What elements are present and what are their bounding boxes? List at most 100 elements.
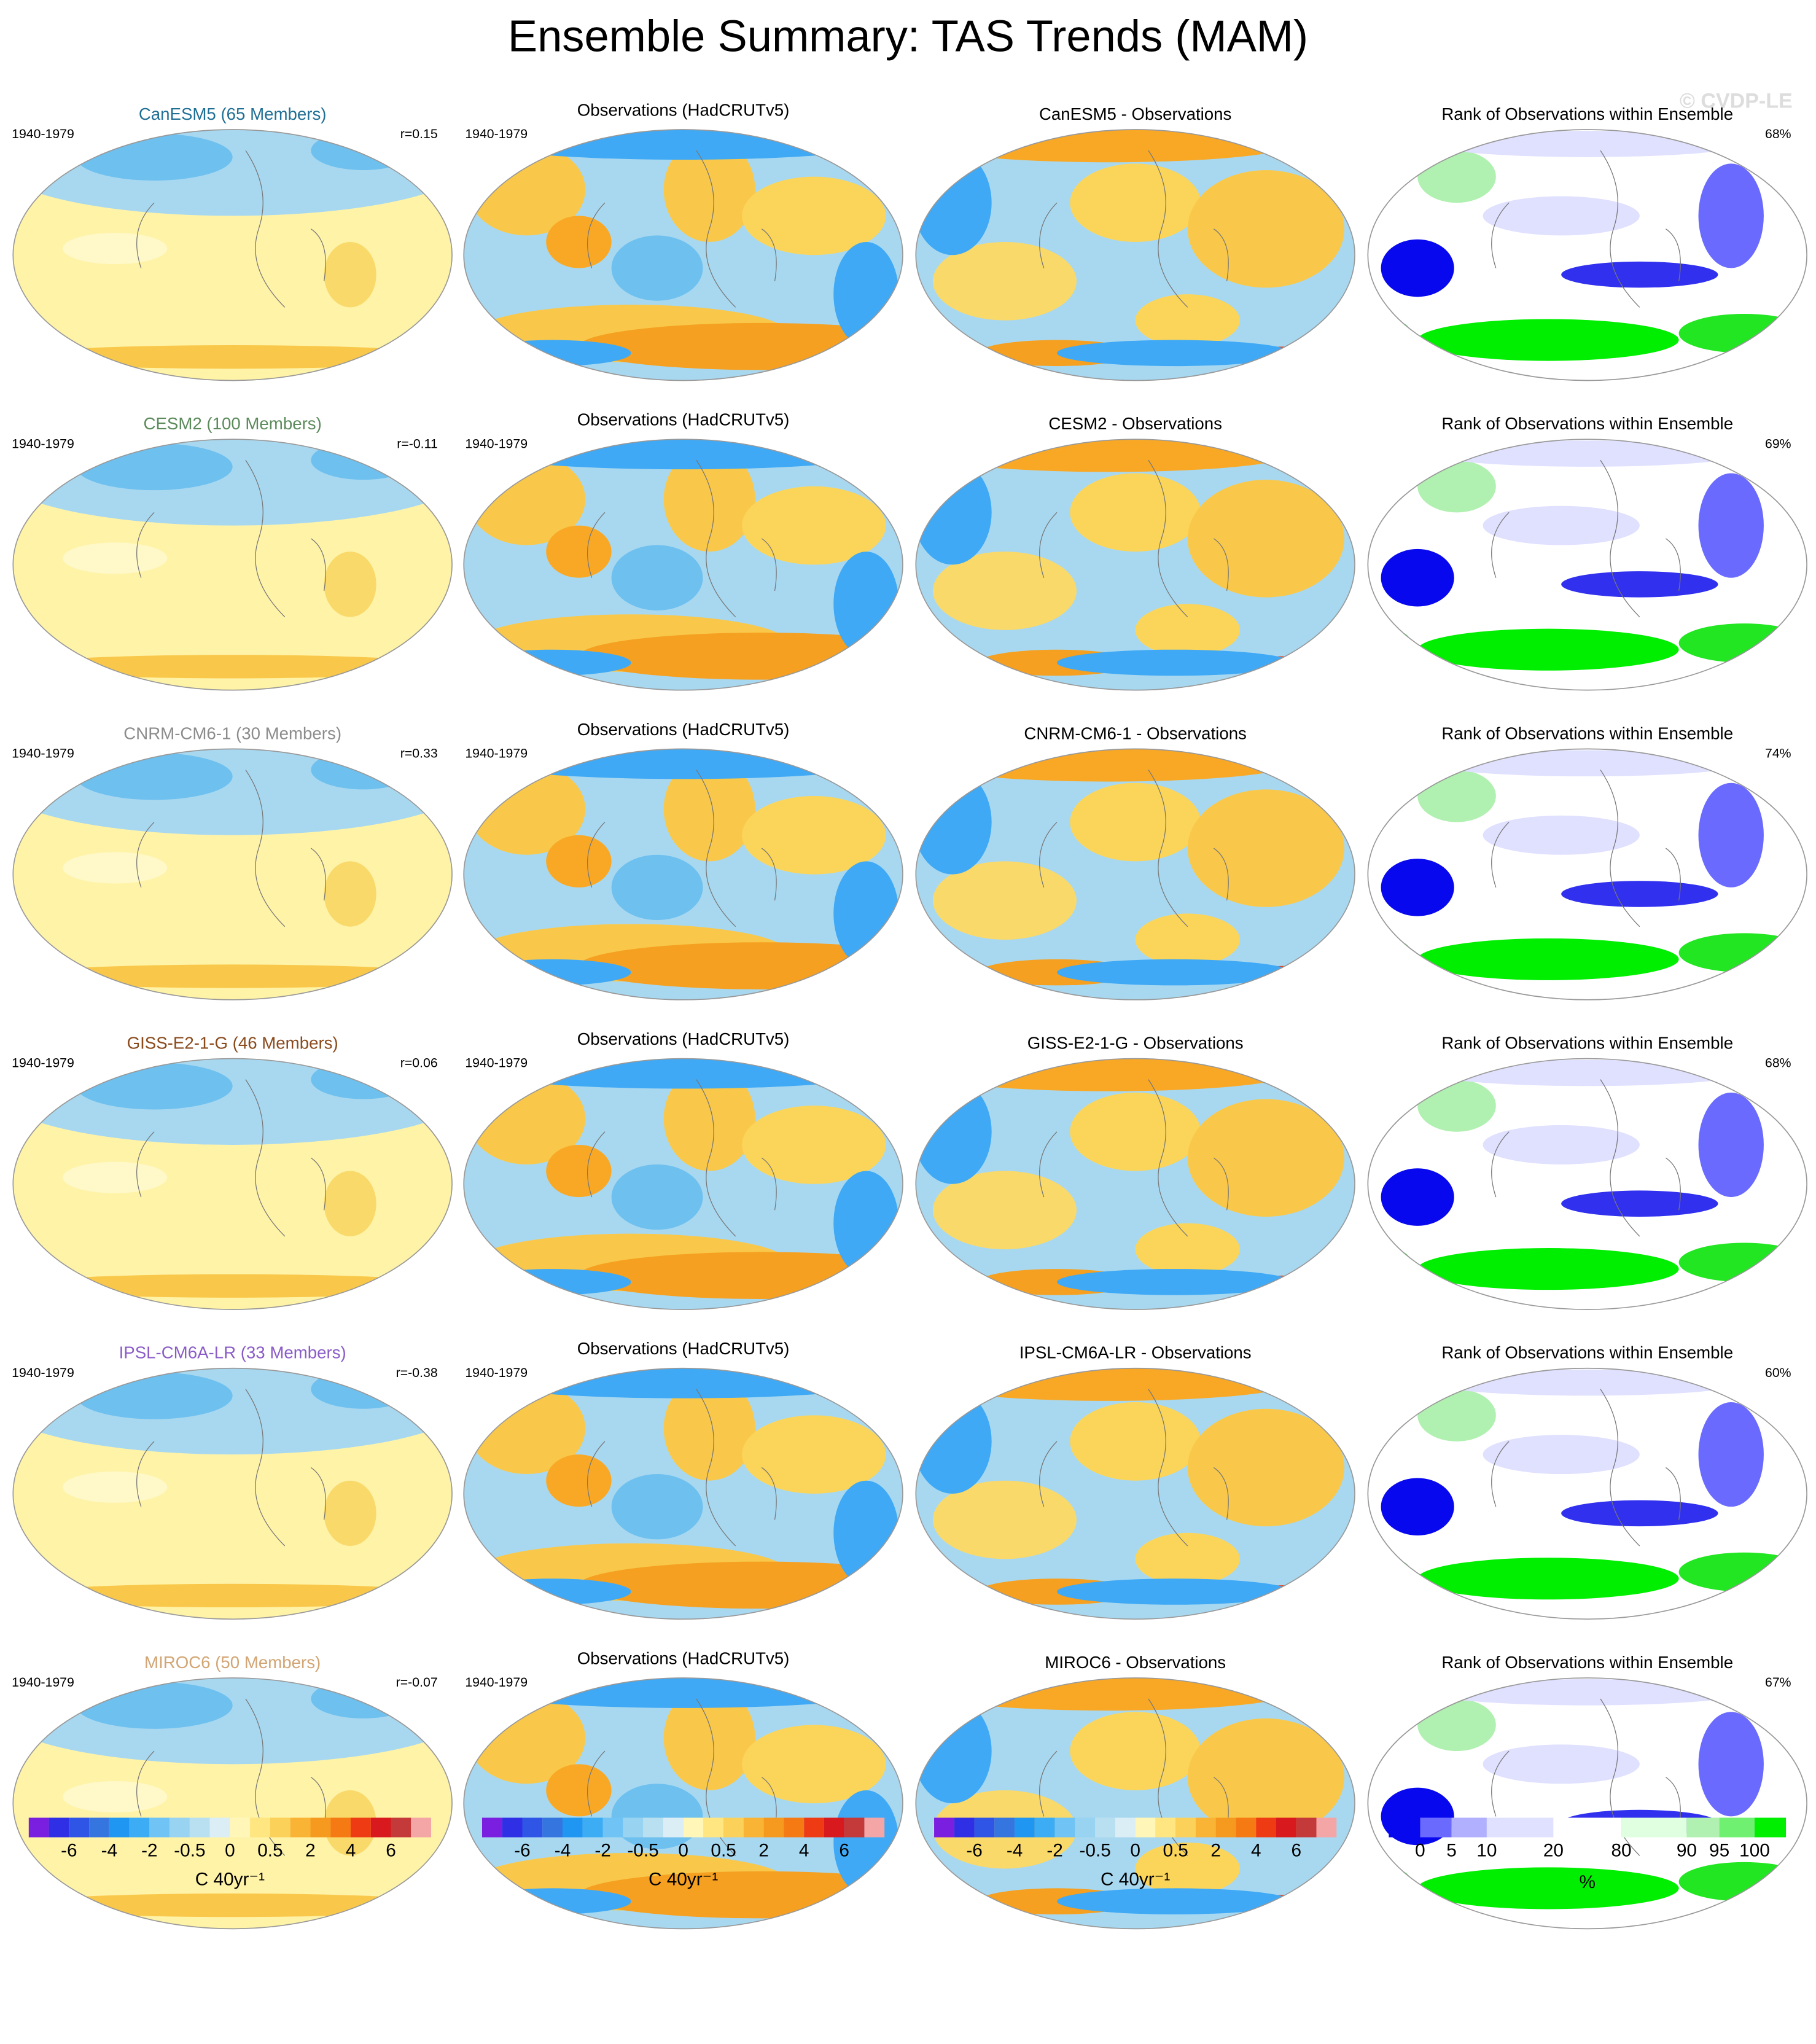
map-region <box>13 1274 453 1298</box>
colorbar-tick-label: -0.5 <box>1079 1841 1110 1861</box>
map-region <box>833 1480 899 1585</box>
map-region <box>1417 628 1679 671</box>
coastline <box>1491 459 1681 617</box>
map-region <box>1057 649 1292 676</box>
map-border <box>463 748 903 1001</box>
panel-title: CanESM5 (65 Members) <box>139 104 327 123</box>
period-label: 1940-1979 <box>465 436 528 451</box>
colorbar-tick-label: 4 <box>1251 1841 1261 1861</box>
period-label: 1940-1979 <box>465 746 528 761</box>
map-region <box>579 942 903 989</box>
colorbar-box <box>170 1817 190 1838</box>
coastline <box>1039 150 1229 308</box>
map-region <box>324 1480 376 1547</box>
colorbar-tick-label: -4 <box>555 1841 571 1861</box>
panel-title: IPSL-CM6A-LR (33 Members) <box>119 1343 346 1362</box>
map-region <box>1135 1223 1240 1276</box>
map-region <box>1371 1868 1411 1895</box>
map-region <box>1187 480 1345 598</box>
colorbar-box <box>1034 1817 1055 1838</box>
map-region <box>63 233 168 265</box>
map-region <box>63 1781 168 1813</box>
map-region <box>1678 1862 1807 1902</box>
map-region <box>1371 630 1411 657</box>
map-region <box>742 1725 886 1804</box>
map-region <box>742 176 886 256</box>
period-label: 1940-1979 <box>465 1365 528 1380</box>
map-panel <box>13 1368 453 1620</box>
period-label: 1940-1979 <box>465 1056 528 1071</box>
map-region <box>1417 1867 1679 1909</box>
colorbar-box <box>481 1817 502 1838</box>
colorbar-box <box>683 1817 704 1838</box>
panel-title: GISS-E2-1-G - Observations <box>1027 1033 1244 1052</box>
map-region <box>76 133 233 181</box>
map-panel <box>916 1368 1355 1620</box>
map-panel <box>916 1058 1355 1310</box>
map-region <box>1381 1168 1454 1226</box>
coastline <box>586 459 777 617</box>
colorbar-box <box>1155 1817 1176 1838</box>
colorbar-box <box>109 1817 130 1838</box>
map-panel <box>916 749 1355 1000</box>
map-region <box>13 1893 453 1917</box>
map-border <box>915 1367 1355 1620</box>
map-region <box>1371 939 1411 966</box>
coastline <box>1491 150 1681 308</box>
coastline <box>1491 1389 1681 1547</box>
map-region <box>1417 1389 1496 1441</box>
rank-percent: 67% <box>1765 1675 1791 1690</box>
map-region <box>663 447 755 552</box>
map-region <box>1070 1402 1201 1481</box>
map-border <box>12 439 453 691</box>
map-region <box>1678 933 1807 973</box>
map-panel <box>1368 1368 1807 1620</box>
colorbar-box <box>310 1817 331 1838</box>
colorbar-box <box>974 1817 995 1838</box>
colorbar-box <box>1135 1817 1156 1838</box>
colorbar-box <box>69 1817 90 1838</box>
map-region <box>76 443 233 491</box>
map-region <box>1135 294 1240 347</box>
map-region <box>579 322 903 370</box>
map-panel <box>916 130 1355 381</box>
coastline <box>1039 770 1229 927</box>
colorbar-box <box>230 1817 251 1838</box>
map-region <box>546 216 612 268</box>
colorbar-box <box>149 1817 170 1838</box>
colorbar-box <box>994 1817 1015 1838</box>
map-border <box>463 1367 903 1620</box>
colorbar-box <box>864 1817 885 1838</box>
panel-title: IPSL-CM6A-LR - Observations <box>1019 1343 1252 1362</box>
map-region <box>1483 815 1640 855</box>
map-border <box>1367 1677 1807 1930</box>
colorbar-box <box>89 1817 109 1838</box>
colorbar-unit: C 40yr⁻¹ <box>1101 1870 1170 1890</box>
map-region <box>1070 1712 1201 1790</box>
period-label: 1940-1979 <box>465 127 528 141</box>
colorbar-box <box>1316 1817 1337 1838</box>
map-region <box>1678 313 1807 353</box>
coastline <box>1039 1079 1229 1237</box>
colorbar-box <box>391 1817 411 1838</box>
map-region <box>1430 440 1744 467</box>
colorbar-tick-label: 6 <box>1291 1841 1301 1861</box>
map-region <box>1561 1190 1718 1217</box>
panel-title: MIROC6 - Observations <box>1045 1653 1226 1672</box>
colorbar-box <box>1621 1817 1687 1838</box>
map-panel <box>1368 1677 1807 1929</box>
map-region <box>1698 163 1764 268</box>
map-region <box>546 525 612 578</box>
map-region <box>76 752 233 800</box>
correlation-label: r=0.33 <box>400 746 438 761</box>
colorbar-box <box>763 1817 784 1838</box>
map-region <box>1381 1478 1454 1536</box>
map-region <box>474 959 631 986</box>
map-region <box>1483 1435 1640 1475</box>
colorbar-box <box>1236 1817 1257 1838</box>
panel-title: CNRM-CM6-1 (30 Members) <box>123 724 341 743</box>
map-region <box>546 1454 612 1507</box>
colorbar-tick-label: 80 <box>1611 1841 1631 1861</box>
colorbar-box <box>1015 1817 1035 1838</box>
